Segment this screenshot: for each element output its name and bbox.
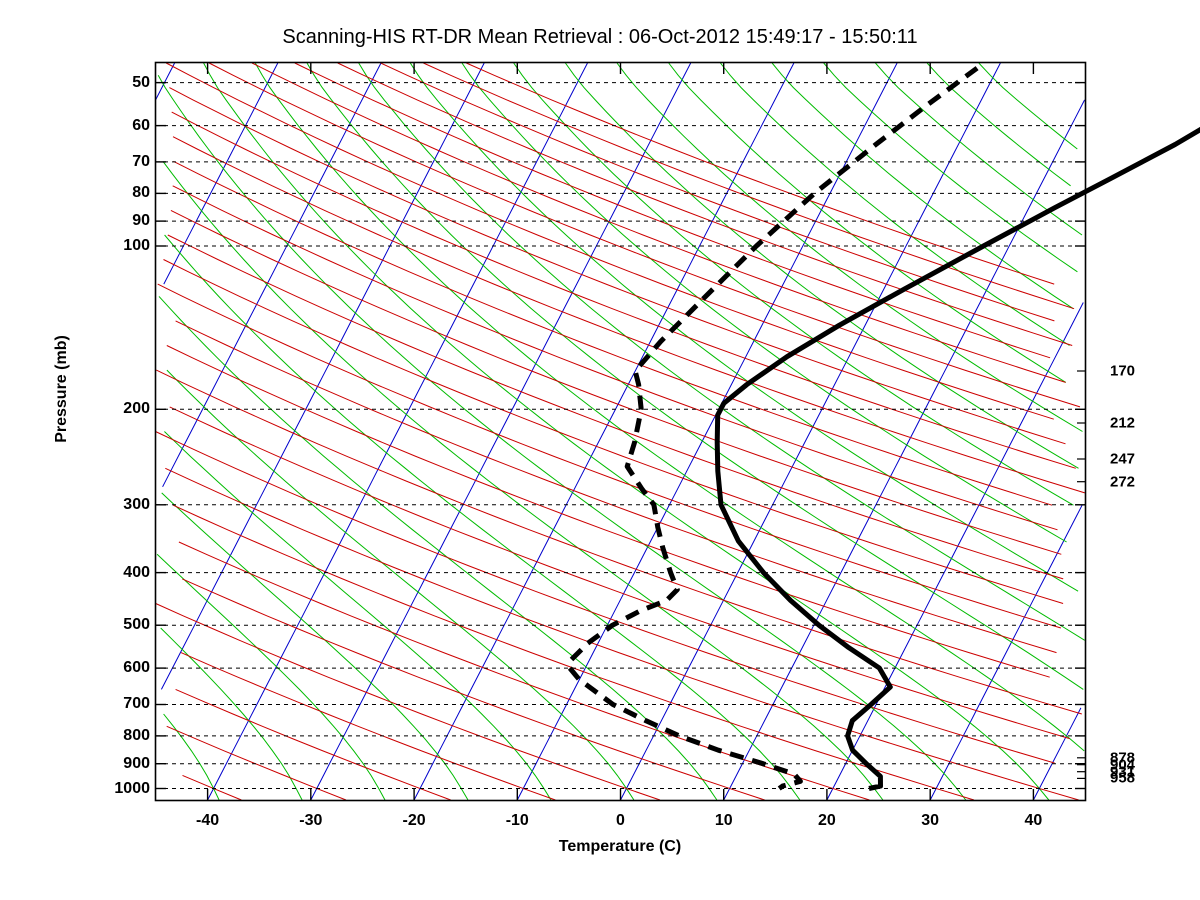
temperature-axis-ticklabels: -40 -30 -20 -10 0 10 20 30 40 [0, 812, 1200, 842]
temperature-tick-label: -40 [196, 812, 220, 829]
right-pressure-label: 247 [1110, 450, 1136, 468]
axis-ticks [156, 63, 1085, 800]
right-axis-labels: 170 212 247 272 878 904 931 958 [1110, 0, 1198, 900]
temperature-tick-label: -10 [505, 812, 529, 829]
isotherm-lines [155, 62, 1086, 801]
pressure-tick-label: 400 [123, 563, 150, 581]
pressure-tick-label: 900 [123, 754, 150, 772]
pressure-tick-label: 1000 [114, 779, 150, 797]
y-axis-title: Pressure (mb) [53, 335, 70, 443]
mixing-ratio-lines [156, 62, 1085, 801]
pressure-tick-label: 700 [123, 695, 150, 713]
dewpoint-profile-line [567, 66, 979, 791]
temperature-tick-label: 40 [1024, 812, 1043, 829]
right-pressure-label: 878 [1110, 749, 1136, 767]
right-pressure-label: 958 [1110, 769, 1136, 787]
pressure-gridlines [156, 82, 1085, 789]
right-pressure-label: 170 [1110, 362, 1136, 380]
pressure-tick-label: 800 [123, 726, 150, 744]
page-title: Scanning-HIS RT-DR Mean Retrieval : 06-O… [282, 26, 918, 48]
temperature-tick-label: -20 [402, 812, 426, 829]
pressure-tick-label: 60 [132, 116, 150, 134]
pressure-tick-label: 500 [123, 616, 150, 634]
plot-frame [154, 61, 1087, 802]
pressure-tick-label: 50 [132, 73, 150, 91]
temperature-tick-label: 30 [921, 812, 940, 829]
temperature-tick-label: -30 [299, 812, 323, 829]
pressure-tick-label: 80 [132, 184, 150, 202]
right-pressure-label: 272 [1110, 473, 1136, 491]
temperature-profile-line [714, 126, 1200, 791]
pressure-tick-label: 90 [132, 212, 150, 230]
sounding-profiles [567, 66, 1200, 791]
temperature-tick-label: 10 [714, 812, 733, 829]
pressure-axis-ticklabels: 50 60 70 80 90 100 200 300 400 500 600 700 800 900 100… [50, 0, 150, 900]
temperature-tick-label: 0 [616, 812, 625, 829]
temperature-tick-label: 20 [818, 812, 836, 829]
right-pressure-label: 904 [1110, 756, 1136, 774]
right-pressure-label: 212 [1110, 414, 1136, 432]
pressure-tick-label: 300 [123, 495, 150, 513]
x-axis-title: Temperature (C) [558, 838, 682, 855]
right-pressure-label: 931 [1110, 763, 1136, 781]
pressure-tick-label: 600 [123, 659, 150, 677]
pressure-tick-label: 70 [132, 152, 150, 170]
pressure-tick-label: 100 [123, 236, 150, 254]
pressure-tick-label: 200 [123, 400, 150, 418]
